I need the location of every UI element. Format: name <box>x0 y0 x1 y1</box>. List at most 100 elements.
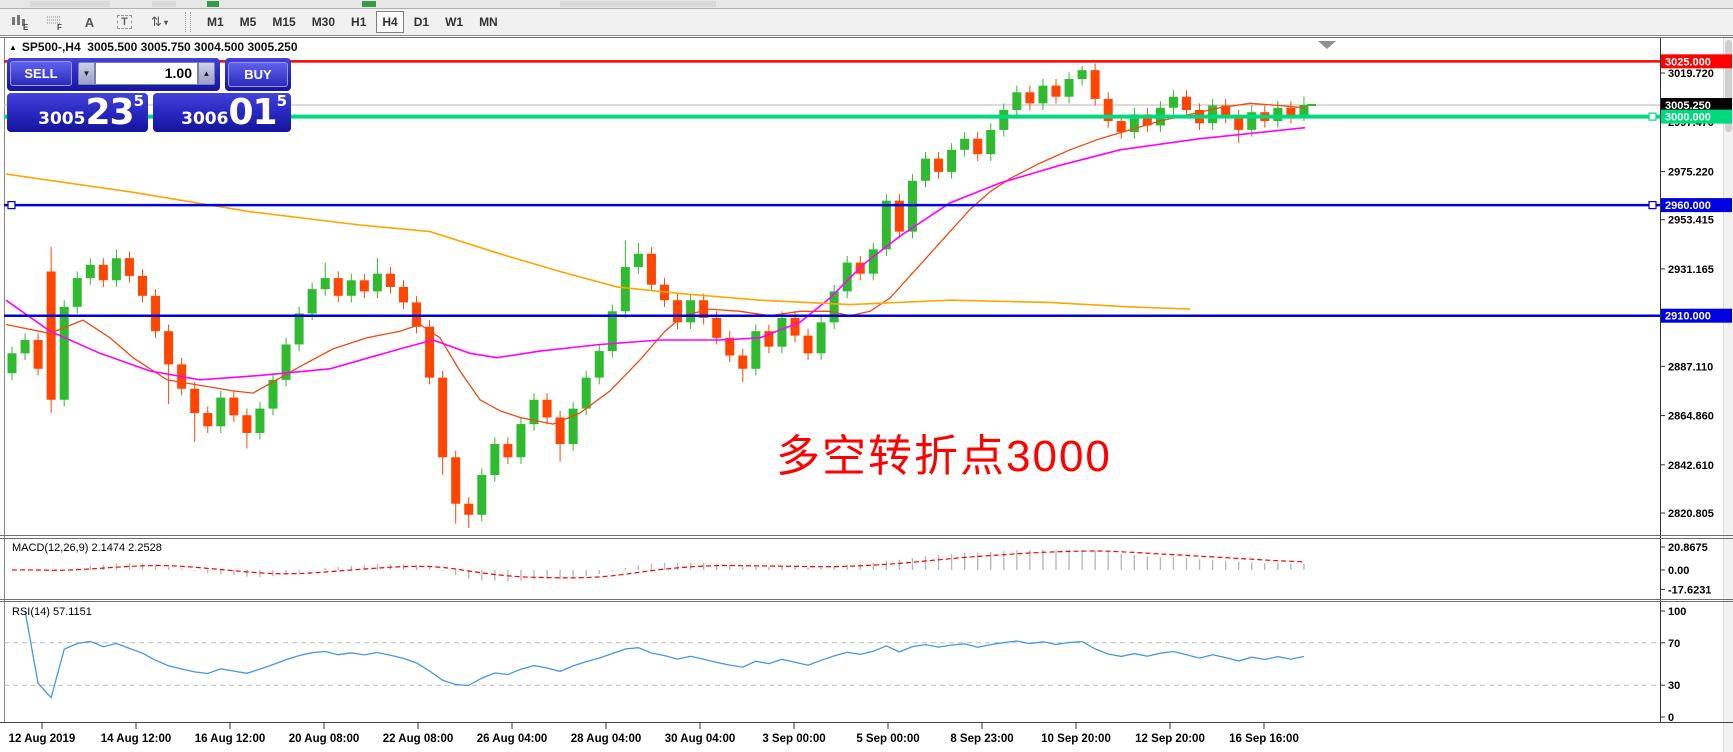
time-axis-label: 5 Sep 00:00 <box>856 733 919 745</box>
buy-price: 3006015 <box>181 92 287 133</box>
rsi-axis-label: 0 <box>1668 712 1674 724</box>
time-axis-label: 26 Aug 04:00 <box>477 733 548 745</box>
buy-price-box[interactable]: 3006015 <box>153 92 291 133</box>
toolbar-fragment <box>152 1 176 7</box>
one-click-trading-panel: SELL ▼ 1.00 ▲ BUY 3005235 3006015 <box>7 56 291 132</box>
chart-frame <box>0 37 1733 723</box>
toolbar-fragment <box>30 1 110 7</box>
price-tick-label: 2975.220 <box>1668 166 1714 178</box>
candles-glyph: E <box>11 15 29 31</box>
rsi-axis-label: 100 <box>1668 606 1686 618</box>
timeframe-button-w1[interactable]: W1 <box>439 11 469 33</box>
chart-symbol-title: ▲ SP500-,H4 3005.500 3005.750 3004.500 3… <box>9 40 298 54</box>
cursor-objects-icon[interactable]: ⇅ ▾ <box>144 10 175 34</box>
time-axis-label: 22 Aug 08:00 <box>383 733 454 745</box>
chevron-down-icon: ▾ <box>163 17 168 27</box>
macd-signal-line <box>11 550 1304 579</box>
price-tick-label: 2820.805 <box>1668 508 1714 520</box>
toolbar-fragment <box>207 1 219 7</box>
macd-label: MACD(12,26,9) 2.1474 2.2528 <box>12 542 162 554</box>
macd-axis-label: 20.8675 <box>1668 542 1708 554</box>
grid-glyph: F <box>46 16 62 31</box>
chart-expert-icon[interactable]: E <box>4 10 35 34</box>
time-axis-label: 8 Sep 23:00 <box>950 733 1013 745</box>
rsi-axis-label: 30 <box>1668 680 1680 692</box>
line-handle[interactable] <box>1648 201 1657 210</box>
ma-slow <box>5 173 1191 310</box>
vertical-scrollbar[interactable] <box>1723 36 1733 752</box>
chart-annotation-text: 多空转折点3000 <box>776 432 1112 481</box>
timeframe-button-h4[interactable]: H4 <box>376 11 404 33</box>
collapse-triangle-icon[interactable]: ▲ <box>9 42 17 52</box>
candles-layer <box>7 63 1316 529</box>
price-badge <box>1661 54 1732 69</box>
scrollbar-thumb[interactable] <box>1725 40 1732 132</box>
macd-axis-label: 0.00 <box>1668 565 1689 577</box>
hline-2960[interactable] <box>4 201 1660 210</box>
timeframe-button-mn[interactable]: MN <box>473 11 504 33</box>
chart-toolbar: E F A T ⇅ ▾ M1 M5 M15 M30 H1 H4 D1 W1 MN <box>0 9 1733 36</box>
sell-price: 3005235 <box>38 92 144 133</box>
cursor-glyph: ⇅ <box>151 14 162 29</box>
price-tick-label: 2887.110 <box>1668 361 1713 373</box>
time-axis-label: 28 Aug 04:00 <box>571 733 642 745</box>
volume-input[interactable]: 1.00 <box>95 62 198 85</box>
price-tick-label: 2953.415 <box>1668 215 1714 227</box>
timeframe-button-m15[interactable]: M15 <box>266 11 301 33</box>
time-axis-label: 12 Sep 20:00 <box>1135 733 1205 745</box>
text-label-letter: T <box>117 15 132 29</box>
time-axis-label: 16 Sep 16:00 <box>1229 733 1299 745</box>
rsi-line <box>24 610 1305 700</box>
window-top-strip <box>0 0 1733 9</box>
time-axis-label: 10 Sep 20:00 <box>1041 733 1111 745</box>
volume-decrease-button[interactable]: ▼ <box>78 62 95 85</box>
price-badge <box>1661 109 1732 124</box>
price-axis[interactable]: 3019.7202997.4702975.2202953.4152931.165… <box>1660 54 1732 520</box>
macd-panel: MACD(12,26,9) 2.1474 2.2528 20.8675 0.00 -1… <box>11 542 1711 596</box>
timeframe-button-group: M1 M5 M15 M30 H1 H4 D1 W1 MN <box>199 11 506 33</box>
price-badge <box>1661 198 1732 213</box>
volume-increase-button[interactable]: ▲ <box>198 62 215 85</box>
price-tick-label: 2931.165 <box>1668 264 1714 276</box>
sell-button[interactable]: SELL <box>10 61 72 86</box>
toolbar-grip[interactable] <box>185 12 191 32</box>
toolbar-fragment <box>362 1 376 7</box>
rsi-axis-label: 70 <box>1668 638 1680 650</box>
line-handle[interactable] <box>7 201 16 210</box>
bar-offset-marker[interactable] <box>1318 41 1336 49</box>
price-tick-label: 3019.720 <box>1668 68 1714 80</box>
time-axis-label: 3 Sep 00:00 <box>762 733 825 745</box>
timeframe-button-d1[interactable]: D1 <box>408 11 435 33</box>
timeframe-button-m30[interactable]: M30 <box>306 11 341 33</box>
svg-text:E: E <box>23 23 29 31</box>
time-axis[interactable]: 12 Aug 2019 14 Aug 12:00 16 Aug 12:00 20 Au… <box>9 723 1299 745</box>
timeframe-button-m1[interactable]: M1 <box>201 11 230 33</box>
time-axis-label: 16 Aug 12:00 <box>195 733 266 745</box>
text-label-icon[interactable]: T <box>109 10 140 34</box>
macd-axis-label: -17.6231 <box>1668 584 1711 596</box>
price-badge-label: 2960.000 <box>1665 200 1711 212</box>
buy-box: BUY <box>225 58 291 91</box>
time-axis-label: 14 Aug 12:00 <box>101 733 172 745</box>
timeframe-button-h1[interactable]: H1 <box>345 11 372 33</box>
price-tick-label: 2842.610 <box>1668 460 1714 472</box>
time-axis-label: 12 Aug 2019 <box>9 733 76 745</box>
line-handle[interactable] <box>1648 112 1657 121</box>
text-icon-letter: A <box>84 14 95 30</box>
price-badge-label: 3000.000 <box>1665 112 1711 124</box>
text-icon[interactable]: A <box>74 10 105 34</box>
sell-price-box[interactable]: 3005235 <box>7 92 148 133</box>
timeframe-button-m5[interactable]: M5 <box>234 11 263 33</box>
price-badge-label: 2910.000 <box>1665 311 1711 323</box>
svg-text:F: F <box>57 23 62 31</box>
price-badge-label: 3025.000 <box>1665 56 1711 68</box>
toolbar-fragment <box>560 1 716 7</box>
price-tick-label: 2864.860 <box>1668 411 1714 423</box>
price-badge-label: 3005.250 <box>1665 100 1711 112</box>
grid-icon[interactable]: F <box>39 10 70 34</box>
rsi-label: RSI(14) 57.1151 <box>12 606 92 618</box>
buy-button[interactable]: BUY <box>228 62 288 87</box>
sell-volume-box: SELL ▼ 1.00 ▲ <box>7 58 220 91</box>
bar-offset-triangle-icon[interactable] <box>1318 41 1336 49</box>
